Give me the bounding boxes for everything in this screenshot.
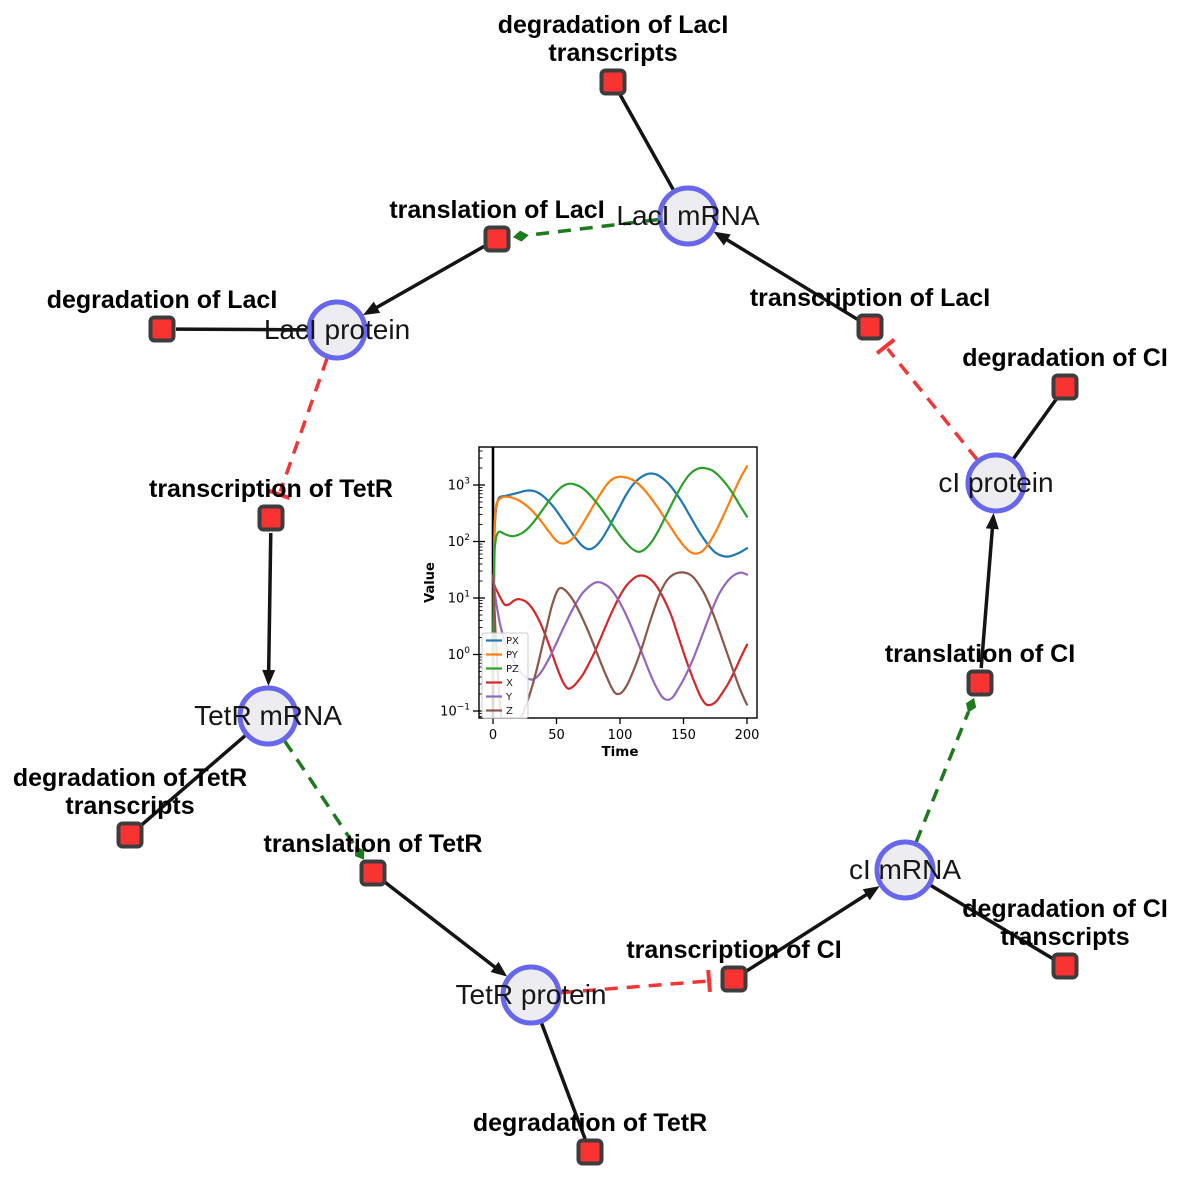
chart-y-tick-label: 102 xyxy=(448,533,470,550)
chart-series-X xyxy=(491,574,749,707)
species-node-ci-mrna[interactable] xyxy=(874,839,936,901)
reaction-node-degradation-of-laci[interactable] xyxy=(148,315,176,343)
edge-laci-protein-to-transcription-of-tetr xyxy=(268,357,329,500)
chart-series-PZ xyxy=(491,466,749,686)
reaction-node-translation-of-ci[interactable] xyxy=(966,669,994,697)
chart-x-tick-label: 200 xyxy=(735,728,760,743)
edge-translation-of-laci-to-laci-protein xyxy=(363,244,485,316)
edge-ci-mrna-to-translation-of-ci xyxy=(914,697,977,843)
chart-y-tick-label: 101 xyxy=(448,590,470,607)
chart-y-axis-label: Value xyxy=(423,562,438,603)
chart-x-tick-label: 0 xyxy=(489,728,497,743)
reaction-node-degradation-of-tetr[interactable] xyxy=(576,1138,604,1166)
chart-x-axis-label: Time xyxy=(601,744,638,760)
edge-transcription-of-tetr-to-tetr-mrna xyxy=(262,532,276,687)
reaction-node-translation-of-laci[interactable] xyxy=(483,225,511,253)
edge-ci-protein-to-degradation-of-ci xyxy=(1012,397,1059,460)
reaction-node-transcription-of-laci[interactable] xyxy=(856,313,884,341)
chart-series-PX xyxy=(491,472,749,686)
species-node-ci-protein[interactable] xyxy=(965,452,1027,514)
reaction-node-degradation-of-ci[interactable] xyxy=(1051,373,1079,401)
reaction-node-transcription-of-tetr[interactable] xyxy=(257,504,285,532)
chart-y-tick-label: 103 xyxy=(448,477,470,494)
reaction-node-degradation-of-ci-transcripts[interactable] xyxy=(1051,952,1079,980)
reaction-node-transcription-of-ci[interactable] xyxy=(720,965,748,993)
edge-translation-of-tetr-to-tetr-protein xyxy=(383,880,508,977)
species-node-laci-protein[interactable] xyxy=(306,299,368,361)
chart-x-tick-label: 50 xyxy=(548,728,565,743)
edge-transcription-of-ci-to-ci-mrna xyxy=(745,886,880,973)
edge-tetr-protein-to-transcription-of-ci xyxy=(560,969,712,995)
chart-y-tick-label: 10−1 xyxy=(440,703,470,720)
legend-entry-X: X xyxy=(506,678,513,689)
chart-legend: PX PY PZ XYZ xyxy=(481,632,529,719)
chart-series-Z xyxy=(491,571,749,718)
edge-tetr-mrna-to-degradation-of-tetr-transcripts xyxy=(139,734,247,828)
chart-x-tick-label: 150 xyxy=(671,728,696,743)
legend-entry-PZ: PZ xyxy=(506,664,519,675)
edge-laci-mrna-to-translation-of-laci xyxy=(512,217,659,242)
species-node-tetr-protein[interactable] xyxy=(500,964,562,1026)
species-node-tetr-mrna[interactable] xyxy=(237,685,299,747)
edge-laci-mrna-to-degradation-of-laci-transcripts xyxy=(618,93,675,191)
edge-translation-of-ci-to-ci-protein xyxy=(979,512,999,669)
species-node-laci-mrna[interactable] xyxy=(657,185,719,247)
chart-x-tick-label: 100 xyxy=(608,728,633,743)
edge-tetr-protein-to-degradation-of-tetr xyxy=(539,1022,587,1140)
chart-series-PY xyxy=(491,465,749,686)
edge-ci-protein-to-transcription-of-laci xyxy=(875,337,979,461)
legend-entry-Z: Z xyxy=(506,706,513,717)
reaction-node-degradation-of-tetr-transcripts[interactable] xyxy=(116,821,144,849)
legend-entry-PY: PY xyxy=(506,650,519,661)
chart-y-tick-label: 100 xyxy=(448,646,471,663)
chart-series-group xyxy=(491,465,749,718)
edge-tetr-mrna-to-translation-of-tetr xyxy=(283,739,365,860)
edge-transcription-of-laci-to-laci-mrna xyxy=(713,231,859,321)
legend-entry-Y: Y xyxy=(505,692,513,703)
edge-laci-protein-to-degradation-of-laci xyxy=(175,327,308,332)
edge-ci-mrna-to-degradation-of-ci-transcripts xyxy=(929,883,1054,961)
reaction-node-translation-of-tetr[interactable] xyxy=(359,859,387,887)
legend-entry-PX: PX xyxy=(506,636,519,647)
reaction-node-degradation-of-laci-transcripts[interactable] xyxy=(599,68,627,96)
